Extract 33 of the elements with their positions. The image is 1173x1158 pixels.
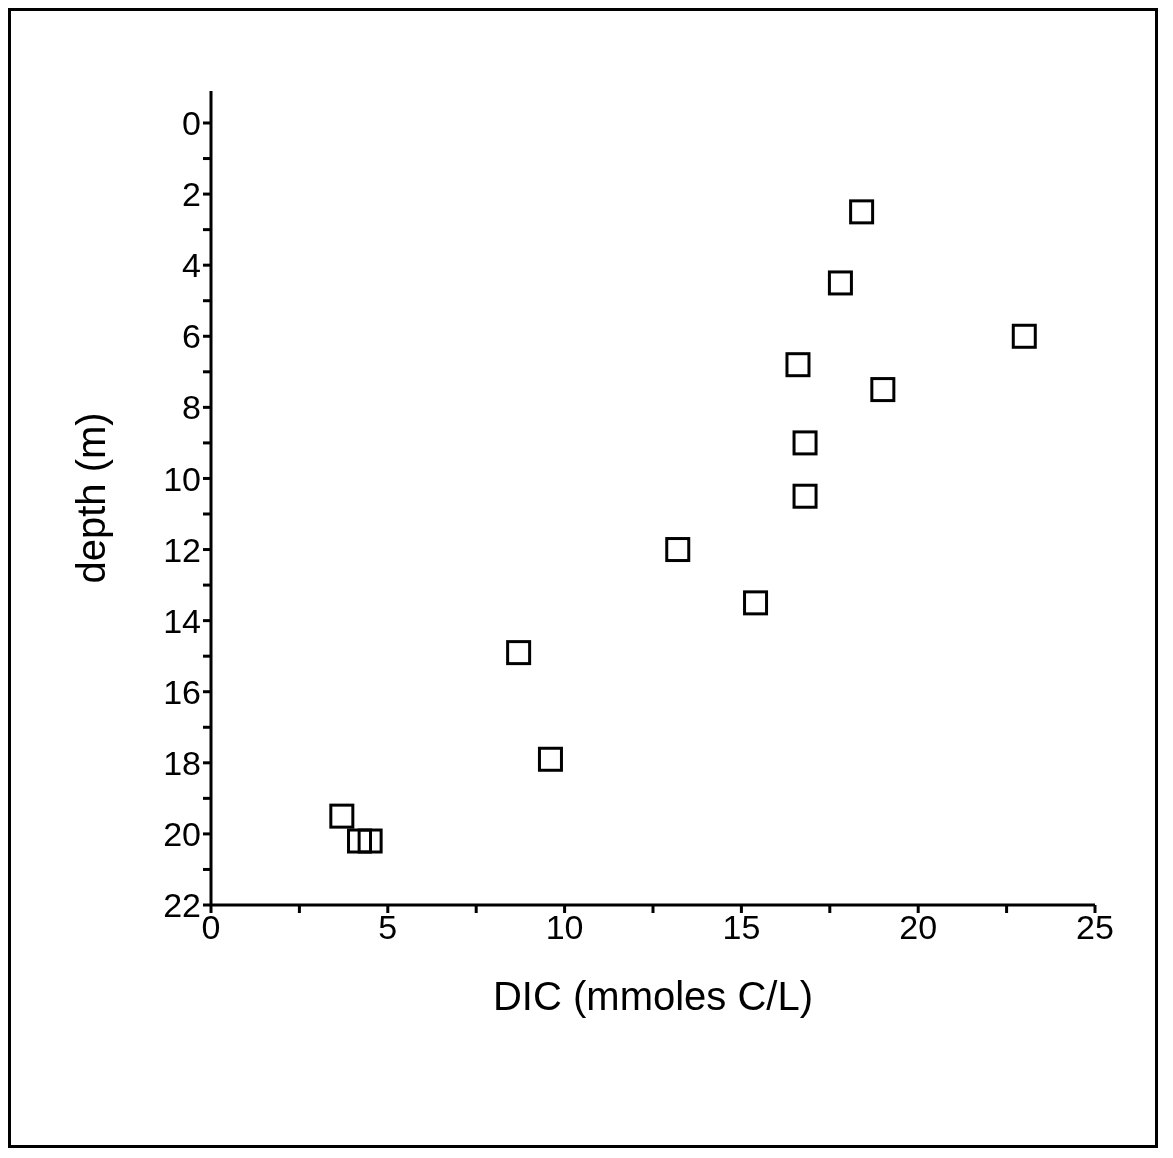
x-tick-label: 5 (378, 908, 398, 947)
point (665, 537, 691, 563)
point (743, 590, 769, 616)
x-tick-label: 15 (722, 908, 761, 947)
point (347, 828, 373, 854)
point (357, 828, 383, 854)
point (329, 803, 355, 829)
y-tick-label: 18 (163, 743, 201, 782)
y-tick-label: 2 (182, 175, 201, 214)
x-axis-title: DIC (mmoles C/L) (492, 974, 814, 1018)
point (506, 640, 532, 666)
point (792, 483, 818, 509)
point (537, 746, 563, 772)
point (827, 270, 853, 296)
y-tick-label: 0 (182, 104, 201, 143)
x-tick-label: 25 (1076, 908, 1114, 947)
x-tick-label: 10 (545, 908, 584, 947)
y-tick-label: 20 (163, 814, 201, 853)
x-tick-label: 20 (899, 908, 938, 947)
y-tick-label: 4 (182, 246, 201, 285)
point (1011, 323, 1037, 349)
point (849, 199, 875, 225)
point (792, 430, 818, 456)
y-tick-label: 12 (163, 530, 201, 569)
y-tick-label: 16 (163, 672, 201, 711)
y-axis-title: depth (m) (69, 412, 114, 584)
y-tick-label: 8 (182, 388, 201, 427)
y-tick-label: 6 (182, 317, 201, 356)
point (870, 377, 896, 403)
y-tick-label: 22 (163, 886, 201, 925)
y-tick-label: 10 (163, 459, 201, 498)
y-tick-label: 14 (163, 601, 201, 640)
point (785, 352, 811, 378)
